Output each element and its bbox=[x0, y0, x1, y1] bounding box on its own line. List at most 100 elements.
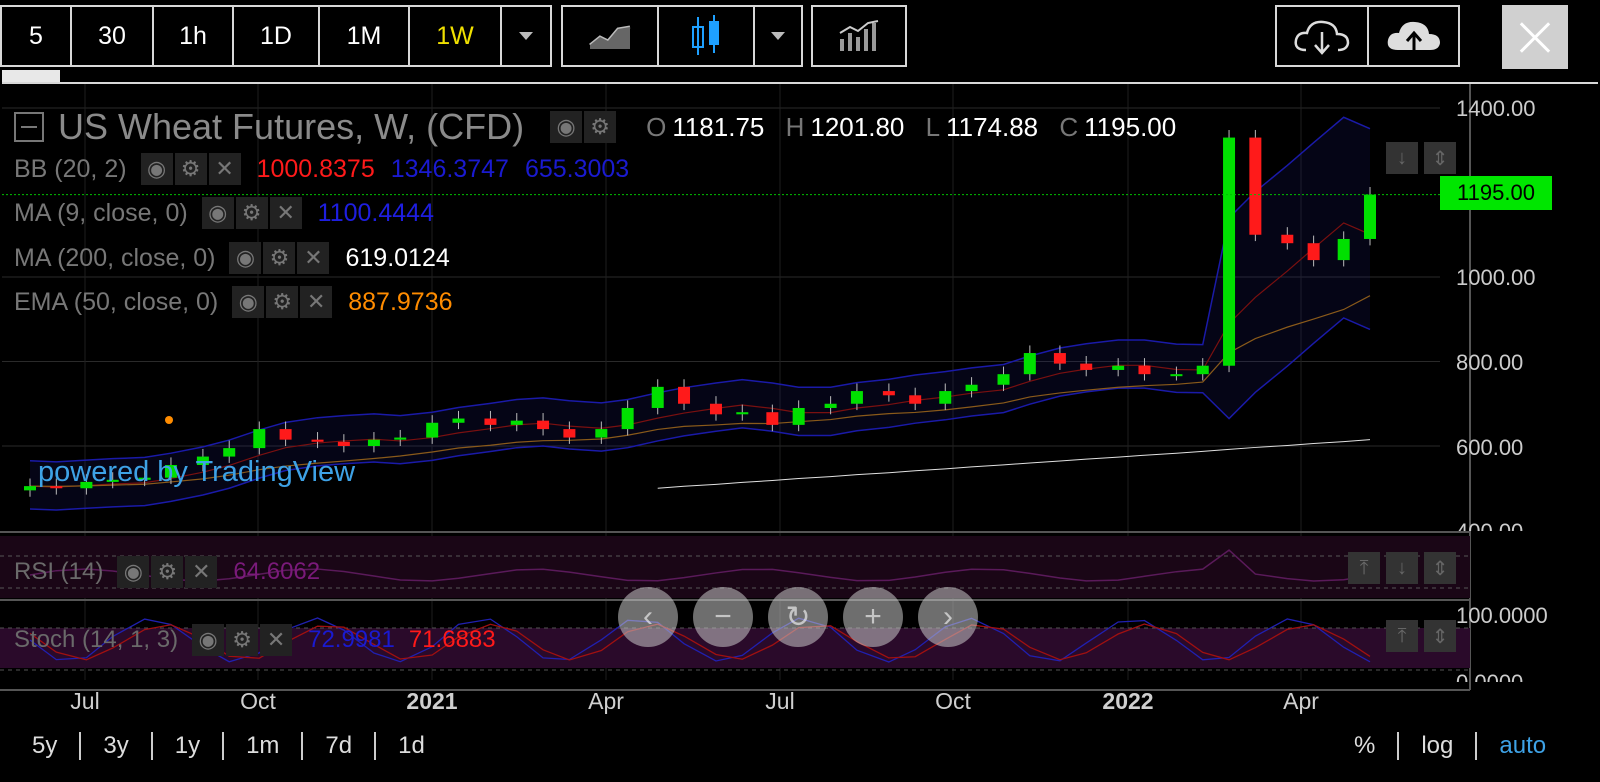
stoch-d-line bbox=[29, 623, 1371, 661]
ma200-value: 619.0124 bbox=[345, 243, 450, 272]
gear-icon[interactable]: ⚙ bbox=[226, 624, 259, 656]
collapse-icon[interactable] bbox=[14, 112, 44, 142]
candle-body bbox=[1023, 353, 1036, 375]
interval-30[interactable]: 30 bbox=[72, 7, 154, 65]
range-5y[interactable]: 5y bbox=[32, 732, 58, 759]
eye-icon[interactable]: ◉ bbox=[232, 286, 265, 318]
interval-1m[interactable]: 1M bbox=[320, 7, 410, 65]
scale-percent[interactable]: % bbox=[1354, 732, 1376, 759]
pane-maximize-icon[interactable]: ⇕ bbox=[1424, 142, 1456, 174]
pane-down-icon[interactable]: ↓ bbox=[1386, 552, 1418, 584]
pane-up-icon[interactable]: ⤒ bbox=[1348, 552, 1380, 584]
candle-body bbox=[1138, 365, 1151, 375]
chart-scroll-handle[interactable] bbox=[2, 70, 60, 82]
range-1d[interactable]: 1d bbox=[398, 732, 425, 759]
candle-body bbox=[1249, 137, 1262, 235]
candle-body bbox=[537, 420, 550, 430]
candle-body bbox=[678, 386, 691, 404]
symbol-legend: US Wheat Futures, W, (CFD) ◉ ⚙ O 1181.75 H… bbox=[14, 106, 1176, 148]
gear-icon[interactable]: ⚙ bbox=[584, 111, 617, 143]
ema50-line bbox=[29, 295, 1371, 487]
candle-body bbox=[452, 418, 465, 423]
indicators-button[interactable] bbox=[813, 7, 905, 65]
cloud-download-button[interactable] bbox=[1277, 7, 1369, 65]
candle-body bbox=[196, 456, 209, 466]
close-icon[interactable]: ✕ bbox=[297, 242, 330, 274]
price-tick-800: 800.00 bbox=[1456, 350, 1524, 375]
close-icon[interactable]: ✕ bbox=[208, 153, 241, 185]
rsi-label: RSI (14) bbox=[14, 558, 104, 585]
gear-icon[interactable]: ⚙ bbox=[263, 242, 296, 274]
ema50-value: 887.9736 bbox=[348, 287, 453, 316]
gear-icon[interactable]: ⚙ bbox=[266, 286, 299, 318]
eye-icon[interactable]: ◉ bbox=[192, 624, 225, 656]
scroll-right-button[interactable]: › bbox=[918, 587, 978, 647]
ma9-controls: ◉ ⚙ ✕ bbox=[201, 197, 304, 229]
chart-type-dropdown[interactable] bbox=[755, 7, 801, 65]
price-tick-1000: 1000.00 bbox=[1456, 265, 1536, 290]
pane-up-icon[interactable]: ⤒ bbox=[1386, 620, 1418, 652]
eye-icon[interactable]: ◉ bbox=[229, 242, 262, 274]
interval-1d[interactable]: 1D bbox=[234, 7, 320, 65]
candle-body bbox=[1223, 137, 1236, 366]
zoom-out-button[interactable]: − bbox=[693, 587, 753, 647]
close-button[interactable] bbox=[1502, 5, 1568, 69]
scroll-left-button[interactable]: ‹ bbox=[618, 587, 678, 647]
interval-5[interactable]: 5 bbox=[2, 7, 72, 65]
price-tick-600: 600.00 bbox=[1456, 435, 1524, 460]
chevron-right-icon: › bbox=[943, 600, 953, 633]
zoom-in-button[interactable]: + bbox=[843, 587, 903, 647]
reset-button[interactable]: ↻ bbox=[768, 587, 828, 647]
close-icon[interactable]: ✕ bbox=[260, 624, 293, 656]
pane-maximize-icon[interactable]: ⇕ bbox=[1424, 552, 1456, 584]
ema50-controls: ◉ ⚙ ✕ bbox=[232, 286, 334, 318]
eye-icon[interactable]: ◉ bbox=[550, 111, 583, 143]
x-tick-apr-2021: Apr bbox=[588, 688, 624, 714]
range-1m[interactable]: 1m bbox=[246, 732, 280, 759]
candle-body bbox=[367, 439, 380, 446]
rsi-line bbox=[29, 549, 1371, 582]
bb-upper-value: 1346.3747 bbox=[390, 154, 509, 183]
close-icon[interactable]: ✕ bbox=[300, 286, 333, 318]
cloud-upload-button[interactable] bbox=[1369, 7, 1458, 65]
ohlc-values: O 1181.75 H 1201.80 L 1174.88 C 1195.00 bbox=[646, 111, 1177, 142]
gear-icon[interactable]: ⚙ bbox=[174, 153, 207, 185]
close-icon[interactable]: ✕ bbox=[269, 197, 302, 229]
chart-type-toolbar bbox=[561, 5, 803, 67]
stoch-d-value: 71.6883 bbox=[408, 626, 496, 653]
tradingview-watermark[interactable]: powered by TradingView bbox=[38, 456, 356, 488]
candle-body bbox=[311, 439, 324, 442]
range-3y[interactable]: 3y bbox=[103, 732, 129, 759]
stoch-k-value: 72.9981 bbox=[308, 626, 395, 653]
interval-1w[interactable]: 1W bbox=[410, 7, 502, 65]
candle-body bbox=[50, 486, 63, 489]
line-chart-icon bbox=[589, 25, 631, 49]
eye-icon[interactable]: ◉ bbox=[117, 556, 150, 588]
symbol-title: US Wheat Futures, W, (CFD) bbox=[58, 106, 525, 147]
scale-auto[interactable]: auto bbox=[1499, 732, 1547, 759]
ema50-legend: EMA (50, close, 0) ◉ ⚙ ✕ 887.9736 bbox=[14, 286, 469, 318]
range-7d[interactable]: 7d bbox=[325, 732, 353, 759]
candle-body bbox=[106, 479, 119, 482]
eye-icon[interactable]: ◉ bbox=[201, 197, 234, 229]
scale-log[interactable]: log bbox=[1421, 732, 1454, 759]
candle-chart-button[interactable] bbox=[659, 7, 755, 65]
line-chart-button[interactable] bbox=[563, 7, 659, 65]
ma200-label: MA (200, close, 0) bbox=[14, 243, 216, 272]
gear-icon[interactable]: ⚙ bbox=[151, 556, 184, 588]
cloud-upload-icon bbox=[1387, 21, 1440, 52]
eye-icon[interactable]: ◉ bbox=[140, 153, 173, 185]
price-tick-1400: 1400.00 bbox=[1456, 96, 1536, 121]
last-price-tag: 1195.00 bbox=[1440, 176, 1552, 210]
interval-1h[interactable]: 1h bbox=[154, 7, 234, 65]
x-tick-2022: 2022 bbox=[1102, 688, 1154, 714]
close-icon[interactable]: ✕ bbox=[185, 556, 218, 588]
range-1y[interactable]: 1y bbox=[174, 732, 201, 759]
pane-maximize-icon[interactable]: ⇕ bbox=[1424, 620, 1456, 652]
candle-body bbox=[1196, 365, 1209, 375]
gear-icon[interactable]: ⚙ bbox=[235, 197, 268, 229]
interval-dropdown[interactable] bbox=[502, 7, 550, 65]
pane-down-icon[interactable]: ↓ bbox=[1386, 142, 1418, 174]
candle-body bbox=[164, 465, 177, 478]
